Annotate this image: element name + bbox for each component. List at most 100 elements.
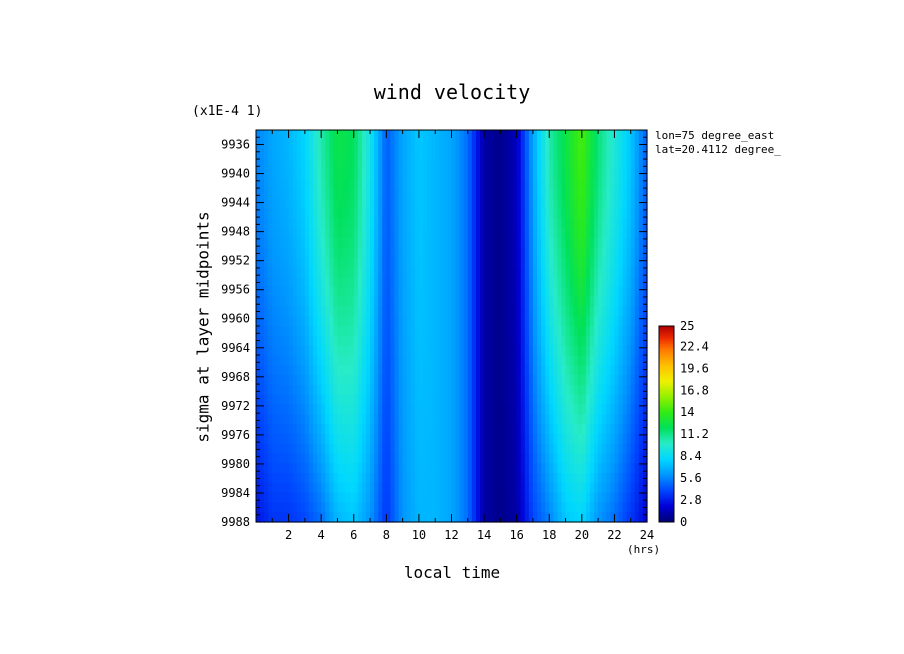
heatmap-cell [602,169,607,180]
heatmap-cell [431,355,436,366]
heatmap-cell [427,159,432,170]
heatmap-cell [390,453,396,464]
heatmap-cell [589,208,595,219]
heatmap-cell [532,316,538,327]
heatmap-cell [418,169,424,180]
heatmap-cell [622,326,628,337]
heatmap-cell [504,482,510,494]
heatmap-cell [272,247,277,258]
heatmap-cell [589,404,595,415]
heatmap-cell [365,326,371,337]
heatmap-cell [598,306,603,317]
heatmap-cell [541,306,546,317]
heatmap-cell [630,306,636,317]
heatmap-cell [317,286,322,298]
heatmap-cell [475,375,481,386]
heatmap-cell [365,228,371,239]
heatmap-cell [288,237,294,249]
colorbar-tick-label: 2.8 [680,493,702,507]
heatmap-cell [329,502,334,513]
heatmap-cell [280,130,286,141]
heatmap-cell [349,228,355,239]
heatmap-cell [585,335,591,347]
heatmap-cell [317,375,322,386]
heatmap-cell [361,169,367,180]
heatmap-cell [325,355,330,366]
heatmap-cell [561,237,567,249]
heatmap-cell [353,247,359,258]
heatmap-cell [451,139,457,151]
heatmap-cell [537,208,542,219]
heatmap-cell [337,247,343,258]
heatmap-cell [370,208,375,219]
heatmap-cell [406,512,412,523]
heatmap-cell [630,237,636,249]
heatmap-cell [602,394,607,405]
heatmap-cell [634,394,640,405]
heatmap-cell [459,355,465,366]
heatmap-cell [455,424,461,435]
heatmap-cell [300,306,306,317]
heatmap-cell [508,306,514,317]
heatmap-cell [292,492,298,503]
heatmap-cell [500,257,506,268]
heatmap-cell [353,414,359,425]
heatmap-cell [300,365,306,376]
heatmap-cell [300,414,306,425]
heatmap-cell [280,149,286,160]
heatmap-cell [520,316,526,327]
heatmap-cell [337,424,343,435]
heatmap-cell [410,326,416,337]
x-axis-ticks: 2 4 6 8 10 12 14 16 18 20 22 24 [271,130,654,542]
heatmap-cell [308,453,314,464]
heatmap-cell [398,453,404,464]
heatmap-cell [435,492,440,503]
heatmap-cell [541,375,546,386]
heatmap-cell [532,296,538,307]
heatmap-cell [500,228,506,239]
heatmap-cell [296,365,302,376]
heatmap-cell [463,433,469,445]
heatmap-cell [353,130,359,141]
heatmap-cell [398,502,404,513]
colorbar-swatch [659,345,674,348]
heatmap-cell [447,169,453,180]
heatmap-cell [475,188,481,200]
heatmap-cell [553,512,558,523]
heatmap-cell [500,502,506,513]
colorbar-swatch [659,499,674,502]
heatmap-cell [528,335,534,347]
heatmap-cell [268,453,273,464]
heatmap-cell [292,482,298,494]
heatmap-cell [378,384,383,396]
colorbar-tick-label: 5.6 [680,471,702,485]
heatmap-cell [549,130,554,141]
heatmap-cell [296,188,302,200]
heatmap-cell [634,365,640,376]
heatmap-cell [585,345,591,356]
heatmap-cell [475,394,481,405]
heatmap-cell [280,473,286,484]
heatmap-cell [545,453,550,464]
heatmap-cell [573,277,579,288]
heatmap-cell [606,286,611,298]
heatmap-cell [565,149,571,160]
heatmap-cell [581,473,587,484]
heatmap-cell [398,228,404,239]
heatmap-cell [386,355,391,366]
heatmap-cell [317,257,322,268]
heatmap-cell [561,316,567,327]
heatmap-cell [528,198,534,209]
heatmap-cell [422,169,428,180]
heatmap-cell [528,286,534,298]
heatmap-cell [353,198,359,209]
heatmap-cell [443,169,449,180]
heatmap-cell [549,208,554,219]
heatmap-cell [300,482,306,494]
heatmap-cell [528,404,534,415]
heatmap-cell [504,286,510,298]
heatmap-cell [455,326,461,337]
heatmap-cell [370,326,375,337]
heatmap-cell [500,414,506,425]
heatmap-cell [374,169,379,180]
